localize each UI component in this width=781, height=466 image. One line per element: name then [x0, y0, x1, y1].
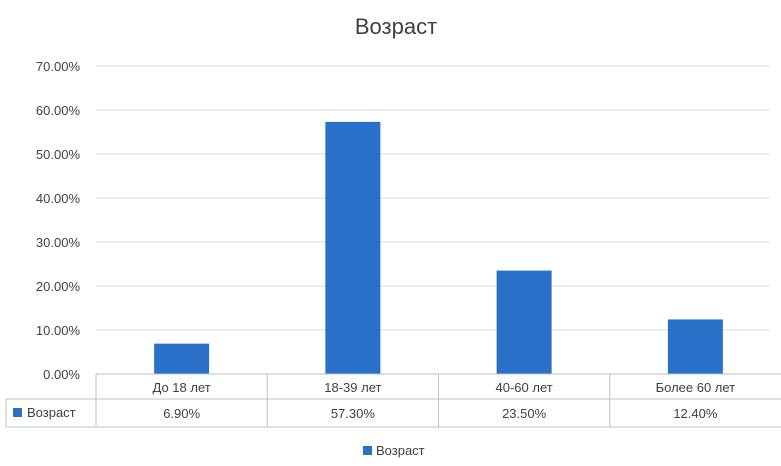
value-label: 12.40%: [673, 406, 718, 421]
value-label: 23.50%: [502, 406, 547, 421]
category-label: 40-60 лет: [496, 380, 553, 395]
table-series-name: Возраст: [27, 405, 76, 420]
category-label: Более 60 лет: [656, 380, 736, 395]
y-tick-label: 10.00%: [36, 323, 81, 338]
y-tick-label: 30.00%: [36, 235, 81, 250]
legend-label: Возраст: [376, 443, 425, 458]
bar: [325, 121, 381, 374]
y-tick-label: 0.00%: [43, 367, 80, 382]
legend: Возраст: [363, 443, 425, 458]
y-tick-label: 50.00%: [36, 147, 81, 162]
table-series-key: [13, 408, 22, 417]
category-label: 18-39 лет: [324, 380, 381, 395]
legend-swatch: [363, 446, 372, 455]
bar: [154, 343, 210, 374]
y-axis-tick-labels: 0.00% 10.00% 20.00% 30.00% 40.00% 50.00% 60.00…: [36, 59, 81, 382]
chart-title: Возраст: [355, 14, 437, 39]
y-tick-label: 70.00%: [36, 59, 81, 74]
bar: [667, 319, 723, 374]
data-table: До 18 лет 6.90% 18-39 лет 57.30% 40-60 лет 23…: [5, 373, 781, 428]
bar: [496, 270, 552, 374]
bars: [154, 121, 723, 374]
value-label: 57.30%: [331, 406, 376, 421]
gridlines: [96, 65, 770, 331]
y-tick-label: 20.00%: [36, 279, 81, 294]
y-tick-label: 60.00%: [36, 103, 81, 118]
category-label: До 18 лет: [153, 380, 211, 395]
value-label: 6.90%: [163, 406, 200, 421]
y-tick-label: 40.00%: [36, 191, 81, 206]
